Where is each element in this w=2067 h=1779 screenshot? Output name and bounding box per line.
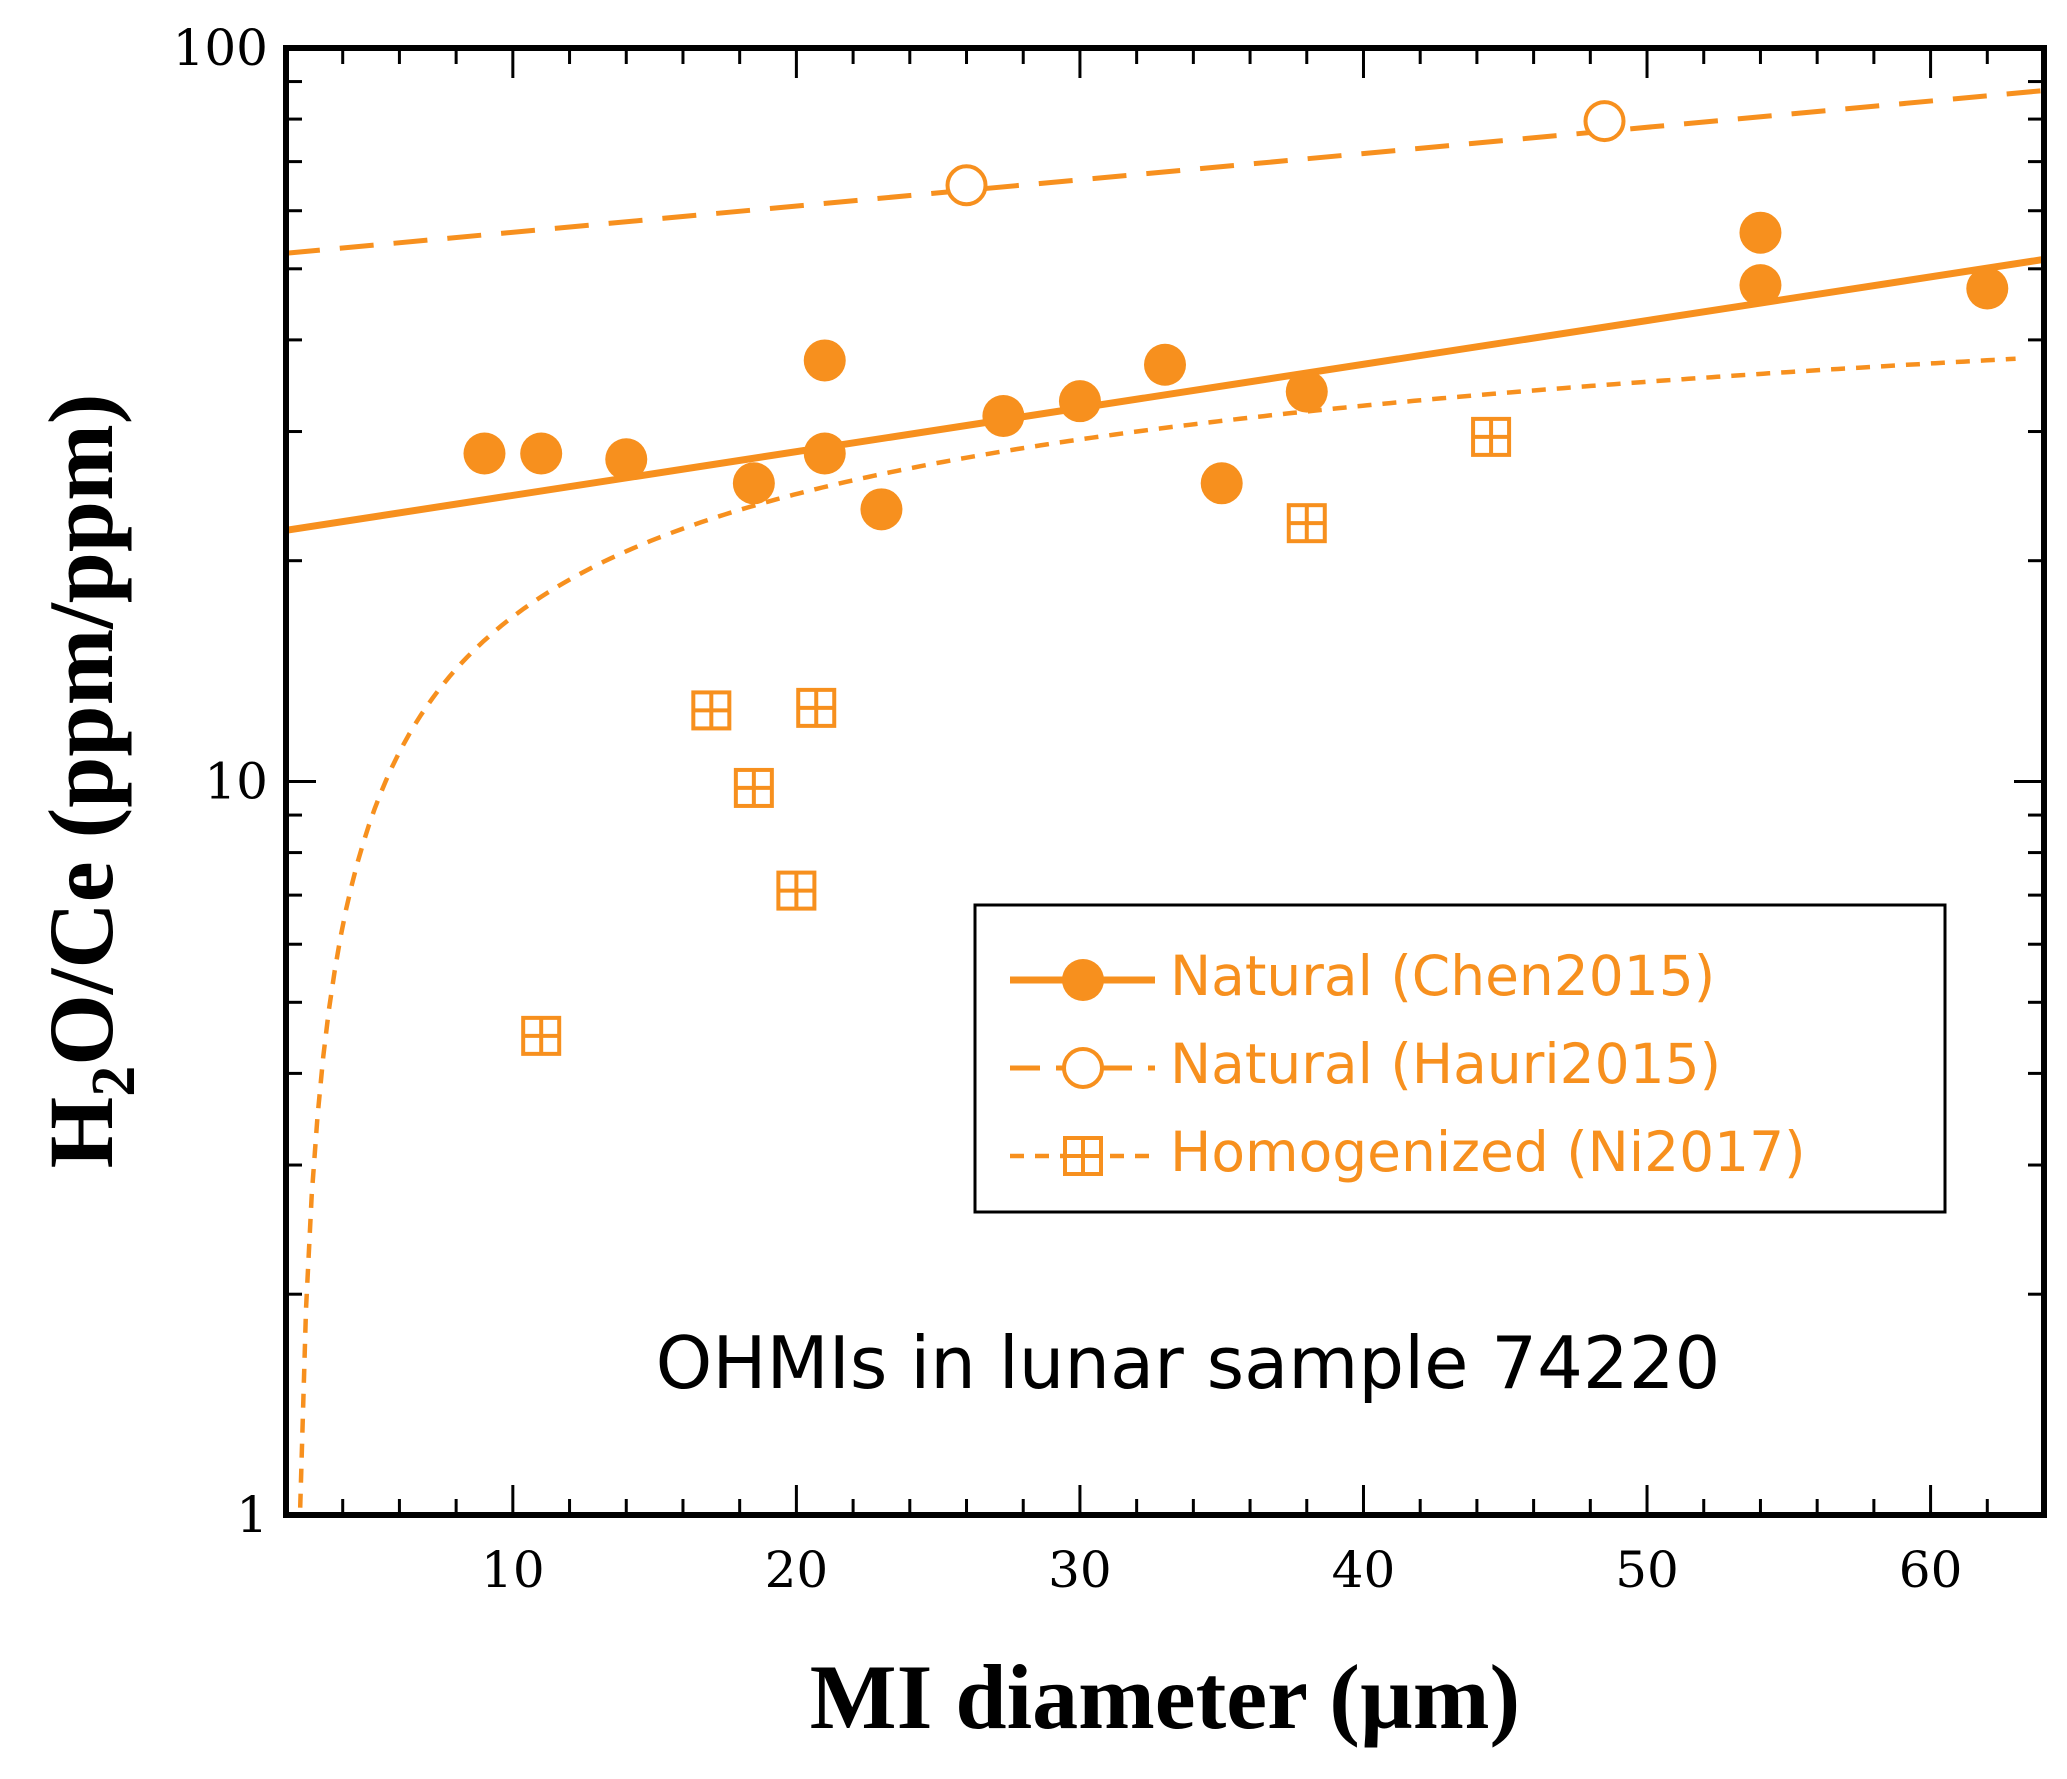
tick-labels: 10 20 30 40 50 60 1 10 100 — [173, 19, 1963, 1599]
x-tick-label: 50 — [1615, 1541, 1679, 1599]
legend-marker-hauri2015 — [1062, 1047, 1104, 1089]
legend-marker-ni2017 — [1063, 1136, 1103, 1176]
y-axis-title-main: H — [30, 1097, 132, 1169]
legend-label-chen: Natural (Chen2015) — [1170, 944, 1715, 1008]
point-ni2017 — [521, 1015, 562, 1056]
point-ni2017 — [796, 687, 837, 728]
legend-label-ni: Homogenized (Ni2017) — [1170, 1120, 1806, 1184]
point-chen2015 — [732, 462, 775, 505]
point-hauri2015 — [1583, 100, 1626, 143]
y-axis-title-sub: 2 — [80, 1066, 148, 1097]
axis-ticks — [286, 46, 2044, 1517]
point-chen2015 — [520, 432, 563, 475]
x-tick-label: 10 — [481, 1541, 545, 1599]
point-chen2015 — [860, 488, 903, 531]
point-chen2015 — [1966, 267, 2009, 310]
plot-frame — [283, 45, 2047, 1518]
point-chen2015 — [1058, 380, 1101, 423]
legend-box — [973, 903, 1947, 1214]
point-chen2015 — [803, 339, 846, 382]
fit-curve-ni2017 — [297, 356, 2016, 1508]
point-ni2017 — [776, 870, 817, 911]
point-chen2015 — [1739, 211, 1782, 254]
point-ni2017 — [733, 767, 774, 808]
legend: Natural (Chen2015) Natural (Hauri2015) H… — [973, 903, 1947, 1214]
point-hauri2015 — [945, 164, 988, 207]
point-chen2015 — [1739, 264, 1782, 307]
legend-marker-chen2015 — [1062, 959, 1104, 1001]
point-chen2015 — [1285, 370, 1328, 413]
legend-label-hauri: Natural (Hauri2015) — [1170, 1032, 1721, 1096]
y-tick-label: 10 — [204, 753, 268, 811]
x-tick-label: 20 — [765, 1541, 829, 1599]
point-chen2015 — [605, 438, 648, 481]
point-chen2015 — [803, 432, 846, 475]
point-ni2017 — [691, 690, 732, 731]
x-axis-title: MI diameter (µm) — [810, 1646, 1520, 1748]
y-tick-label: 1 — [236, 1486, 268, 1544]
x-tick-label: 30 — [1048, 1541, 1112, 1599]
y-tick-label: 100 — [173, 19, 268, 77]
plot-annotation: OHMIs in lunar sample 74220 — [656, 1321, 1721, 1405]
data-points — [463, 100, 2009, 1056]
point-ni2017 — [1471, 416, 1512, 457]
point-chen2015 — [1200, 462, 1243, 505]
point-chen2015 — [463, 432, 506, 475]
point-chen2015 — [982, 394, 1025, 437]
x-tick-label: 60 — [1899, 1541, 1963, 1599]
fit-line-hauri2015 — [285, 88, 2045, 256]
point-ni2017 — [1286, 503, 1327, 544]
fit-lines — [285, 88, 2045, 1508]
point-chen2015 — [1144, 343, 1186, 386]
fit-line-chen2015 — [285, 255, 2045, 534]
x-tick-label: 40 — [1332, 1541, 1396, 1599]
y-axis-title-rest: O/Ce (ppm/ppm) — [30, 394, 132, 1066]
legend-entries — [1010, 959, 1155, 1176]
y-axis-title: H2O/Ce (ppm/ppm) — [30, 394, 148, 1169]
